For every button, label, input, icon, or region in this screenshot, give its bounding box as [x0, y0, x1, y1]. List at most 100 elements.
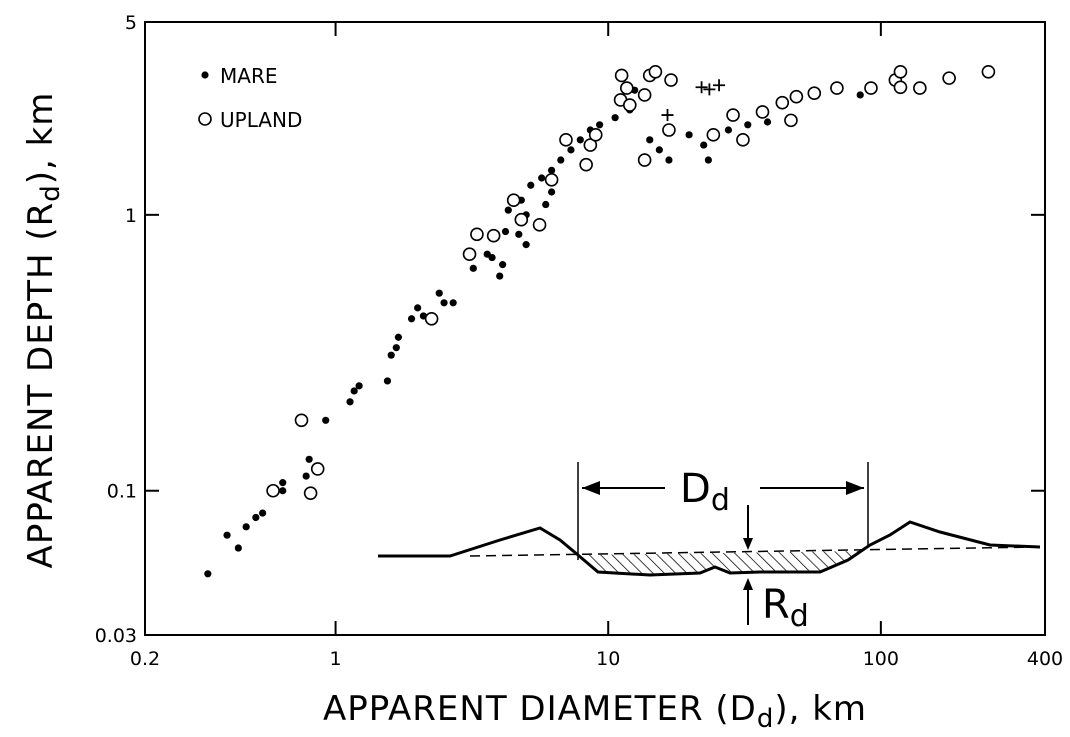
- label-text: APPARENT DIAMETER (D: [323, 689, 757, 729]
- point: [532, 218, 547, 232]
- point: [700, 141, 708, 149]
- point: [611, 114, 619, 122]
- point: [279, 487, 287, 495]
- label-text: ), km: [774, 689, 867, 729]
- point: [414, 304, 422, 312]
- x-tick-label: 400: [1027, 648, 1063, 670]
- point: [559, 133, 573, 147]
- crater-profile: [378, 462, 1041, 625]
- label-text: APPARENT DEPTH (R: [21, 202, 61, 569]
- point: [252, 513, 260, 522]
- point: [310, 462, 325, 476]
- point: [440, 299, 448, 307]
- point: [662, 123, 676, 137]
- point: [913, 81, 927, 95]
- point: [394, 333, 402, 341]
- point: [557, 156, 565, 164]
- point: [499, 261, 507, 269]
- point: [435, 289, 443, 297]
- point: [355, 382, 363, 390]
- legend-marker: [198, 112, 212, 126]
- point: [703, 83, 716, 96]
- x-tick-label: 0.2: [130, 648, 160, 670]
- diameter-annotation: Dd: [680, 466, 730, 518]
- point: [527, 181, 535, 189]
- point: [567, 146, 575, 154]
- point: [346, 398, 354, 406]
- point: [279, 479, 287, 487]
- point: [542, 200, 550, 209]
- point: [726, 108, 740, 122]
- point: [548, 166, 556, 174]
- point: [807, 86, 822, 100]
- point: [469, 264, 477, 272]
- point: [387, 351, 395, 359]
- point: [407, 315, 416, 323]
- point: [724, 126, 733, 134]
- point: [259, 509, 267, 517]
- annotation-text: R: [762, 582, 790, 628]
- point: [544, 172, 559, 187]
- y-tick-label: 1: [125, 205, 137, 227]
- point: [784, 113, 798, 128]
- point: [637, 88, 652, 102]
- point: [496, 272, 504, 280]
- x-tick-label: 100: [863, 648, 899, 670]
- point: [856, 91, 864, 99]
- point: [548, 188, 556, 196]
- point: [515, 230, 523, 238]
- point: [893, 64, 908, 79]
- label-subscript: d: [757, 704, 775, 733]
- point: [661, 109, 674, 122]
- point: [893, 80, 908, 95]
- point: [713, 79, 726, 92]
- point: [302, 472, 310, 480]
- point: [305, 455, 313, 463]
- point: [383, 377, 392, 385]
- point: [294, 413, 309, 428]
- point: [637, 153, 652, 167]
- point: [204, 570, 212, 578]
- label-text: ), km: [21, 92, 61, 185]
- y-tick-label: 0.1: [107, 481, 137, 503]
- point: [755, 105, 770, 119]
- point: [704, 156, 712, 164]
- legend-label: MARE: [220, 64, 277, 88]
- point: [424, 311, 439, 326]
- point: [506, 193, 521, 207]
- point: [449, 299, 457, 307]
- point: [622, 98, 637, 112]
- point: [583, 138, 598, 152]
- point: [655, 146, 663, 154]
- x-tick-label: 10: [596, 648, 620, 670]
- point: [620, 81, 634, 95]
- point: [392, 344, 400, 352]
- point: [942, 71, 956, 85]
- point: [614, 68, 629, 83]
- point: [242, 523, 250, 531]
- point: [266, 483, 280, 498]
- point: [744, 121, 752, 129]
- y-axis-label: APPARENT DEPTH (Rd), km: [21, 92, 66, 569]
- point: [864, 81, 878, 95]
- point: [648, 64, 663, 79]
- depth-annotation: Rd: [762, 582, 809, 634]
- point: [665, 156, 673, 164]
- point: [706, 128, 721, 142]
- y-tick-label: 5: [125, 12, 137, 34]
- point: [695, 81, 708, 94]
- point: [470, 227, 484, 242]
- point: [538, 174, 546, 182]
- annotation-subscript: d: [711, 483, 730, 518]
- point: [830, 81, 844, 95]
- point: [234, 544, 242, 552]
- point: [576, 136, 584, 144]
- point: [322, 416, 330, 424]
- point: [763, 118, 772, 126]
- point: [646, 136, 654, 144]
- point: [488, 253, 496, 262]
- point: [789, 89, 804, 104]
- x-tick-label: 1: [330, 648, 342, 670]
- x-axis-label: APPARENT DIAMETER (Dd), km: [323, 689, 867, 733]
- point: [223, 531, 231, 539]
